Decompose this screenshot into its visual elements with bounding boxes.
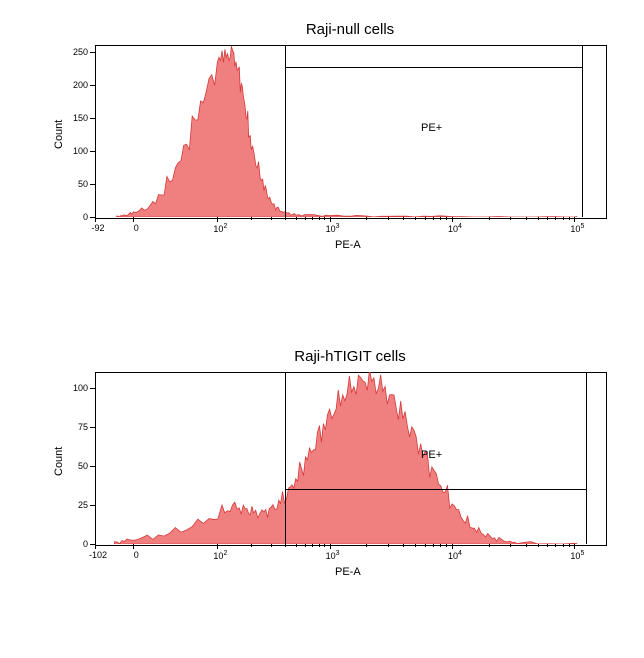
y-tick-label: 100 (73, 383, 88, 393)
x-tick-label: 102 (205, 550, 235, 561)
gate-vline (285, 372, 286, 544)
y-tick-label: 25 (78, 500, 88, 510)
x-tick-label: 104 (440, 550, 470, 561)
x-tick-label: 103 (318, 550, 348, 561)
panel-bottom: Raji-hTIGIT cells0255075100-102010210310… (0, 0, 644, 658)
x-tick-label: -102 (83, 550, 113, 560)
x-tick-label: 105 (562, 550, 592, 561)
y-tick-label: 50 (78, 461, 88, 471)
figure: Raji-null cells050100150200250-920102103… (0, 0, 644, 658)
y-axis-label: Count (53, 447, 65, 476)
gate-label: PE+ (421, 449, 442, 461)
panel-title: Raji-hTIGIT cells (95, 348, 605, 365)
y-tick-label: 0 (83, 539, 88, 549)
y-tick-label: 75 (78, 422, 88, 432)
histogram (95, 372, 605, 544)
x-axis-label: PE-A (335, 566, 361, 578)
gate-hline (285, 489, 586, 490)
x-tick-label: 0 (121, 550, 151, 560)
gate-vline-right (586, 372, 587, 544)
